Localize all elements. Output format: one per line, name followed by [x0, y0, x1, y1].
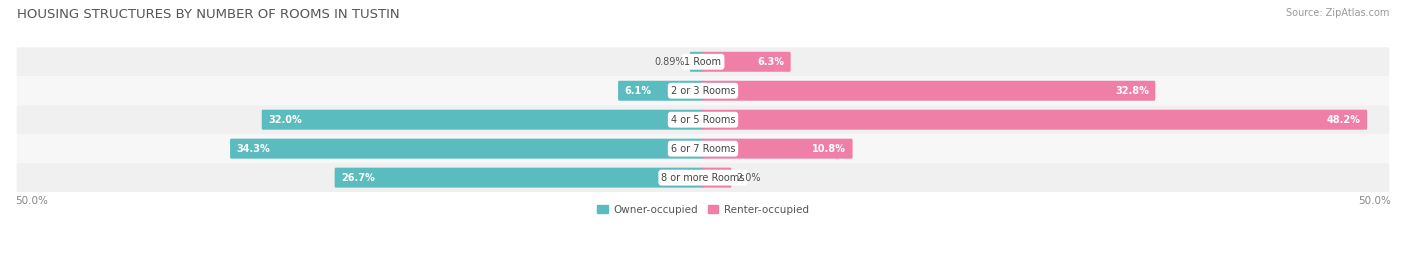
FancyBboxPatch shape — [335, 168, 704, 188]
FancyBboxPatch shape — [17, 163, 1389, 192]
FancyBboxPatch shape — [690, 52, 704, 72]
Text: 32.8%: 32.8% — [1115, 86, 1149, 96]
FancyBboxPatch shape — [17, 105, 1389, 134]
Text: 2.0%: 2.0% — [735, 173, 761, 183]
Text: 1 Room: 1 Room — [685, 57, 721, 67]
Text: 34.3%: 34.3% — [236, 144, 270, 154]
Text: 26.7%: 26.7% — [342, 173, 375, 183]
Text: 2 or 3 Rooms: 2 or 3 Rooms — [671, 86, 735, 96]
Legend: Owner-occupied, Renter-occupied: Owner-occupied, Renter-occupied — [593, 200, 813, 219]
FancyBboxPatch shape — [702, 139, 852, 159]
Text: HOUSING STRUCTURES BY NUMBER OF ROOMS IN TUSTIN: HOUSING STRUCTURES BY NUMBER OF ROOMS IN… — [17, 8, 399, 21]
FancyBboxPatch shape — [231, 139, 704, 159]
Text: 10.8%: 10.8% — [813, 144, 846, 154]
Text: 32.0%: 32.0% — [269, 115, 302, 125]
FancyBboxPatch shape — [17, 134, 1389, 163]
Text: 50.0%: 50.0% — [1358, 196, 1391, 207]
Text: 8 or more Rooms: 8 or more Rooms — [661, 173, 745, 183]
Text: Source: ZipAtlas.com: Source: ZipAtlas.com — [1285, 8, 1389, 18]
Text: 4 or 5 Rooms: 4 or 5 Rooms — [671, 115, 735, 125]
FancyBboxPatch shape — [702, 168, 731, 188]
Text: 48.2%: 48.2% — [1327, 115, 1361, 125]
Text: 0.89%: 0.89% — [655, 57, 685, 67]
FancyBboxPatch shape — [702, 52, 790, 72]
FancyBboxPatch shape — [262, 110, 704, 130]
FancyBboxPatch shape — [619, 81, 704, 101]
Text: 50.0%: 50.0% — [15, 196, 48, 207]
FancyBboxPatch shape — [702, 110, 1367, 130]
Text: 6 or 7 Rooms: 6 or 7 Rooms — [671, 144, 735, 154]
FancyBboxPatch shape — [702, 81, 1156, 101]
FancyBboxPatch shape — [17, 47, 1389, 76]
FancyBboxPatch shape — [17, 76, 1389, 105]
Text: 6.1%: 6.1% — [624, 86, 651, 96]
Text: 6.3%: 6.3% — [758, 57, 785, 67]
